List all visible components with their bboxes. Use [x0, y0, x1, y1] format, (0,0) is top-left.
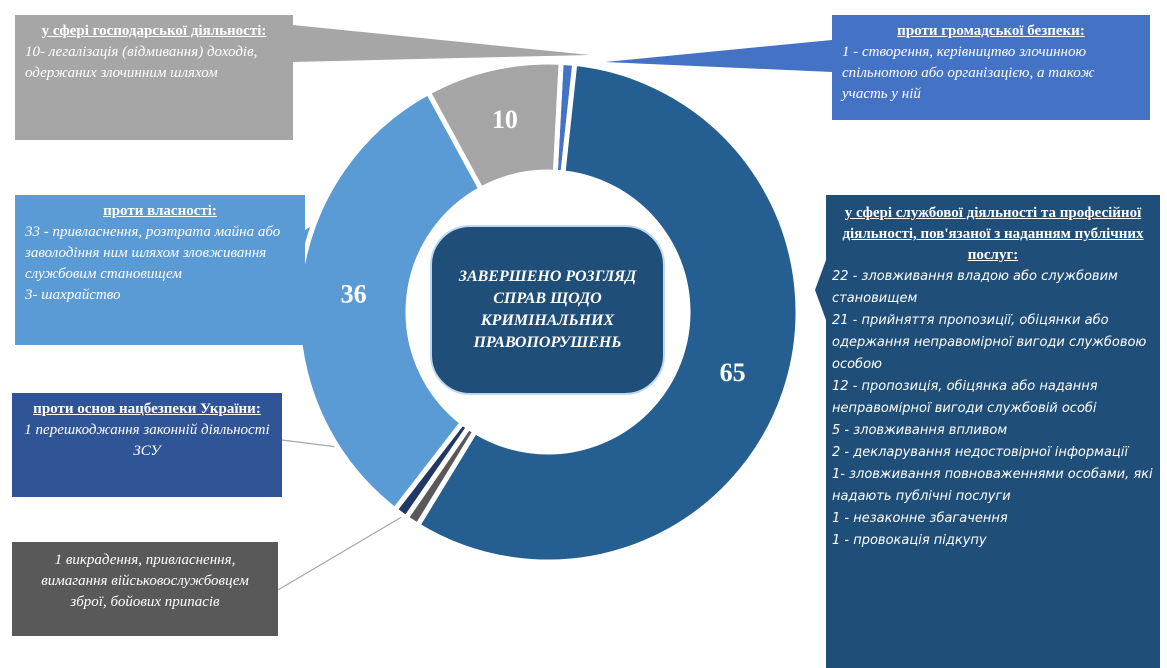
callout: проти основ нацбезпеки України: 1 перешко…: [12, 393, 282, 497]
center-label: ЗАВЕРШЕНО РОЗГЛЯД СПРАВ ЩОДО КРИМІНАЛЬНИ…: [430, 225, 665, 395]
callout: проти громадської безпеки: 1 - створення,…: [832, 15, 1150, 120]
callout-item: 1- зловживання повноваженнями особами, я…: [832, 467, 1153, 504]
callout-item: 2 - декларування недостовірної інформаці…: [832, 445, 1128, 460]
callout: у сфері службової діяльності та професій…: [826, 195, 1160, 668]
leader-line: [277, 511, 411, 591]
callout-item: 21 - прийняття пропозиції, обіцянки або …: [832, 313, 1147, 372]
callout: 1 викрадення, привласнення, вимагання ві…: [12, 542, 278, 636]
callout-item: 5 - зловживання впливом: [832, 423, 1008, 438]
callout-item: 3- шахрайство: [25, 287, 121, 303]
callout: проти власності: 33 - привласнення, розтр…: [15, 195, 305, 345]
pointer: [605, 40, 832, 72]
donut: 65 36 10: [295, 59, 801, 565]
callout-heading: у сфері службової діяльності та професій…: [842, 205, 1144, 263]
slice: [295, 89, 485, 514]
value-label: 36: [341, 279, 367, 308]
callout-item: 1 - створення, керівництво злочинною спі…: [842, 44, 1095, 102]
callout: у сфері господарської діяльності: 10- лег…: [15, 15, 293, 140]
callout-item: 10- легалізація (відмивання) доходів, од…: [25, 44, 258, 81]
callout-item: 22 - зловживання владою або службовим ст…: [832, 269, 1118, 306]
callout-item: 1 викрадення, привласнення, вимагання ві…: [41, 552, 249, 610]
callout-heading: проти громадської безпеки:: [897, 23, 1085, 39]
slice: [425, 59, 564, 193]
value-label: 65: [720, 358, 746, 387]
callout-heading: у сфері господарської діяльності:: [41, 23, 267, 39]
callout-heading: проти основ нацбезпеки України:: [33, 401, 261, 417]
callout-item: 1 - незаконне збагачення: [832, 511, 1008, 526]
pointer: [815, 260, 826, 320]
pointer: [293, 25, 590, 62]
callout-item: 12 - пропозиція, обіцянка або надання не…: [832, 379, 1098, 416]
callout-item: 33 - привласнення, розтрата майна або за…: [25, 224, 281, 282]
callout-item: 1 - провокація підкупу: [832, 533, 987, 548]
callout-item: 1 перешкоджання законній діяльності ЗСУ: [24, 422, 270, 459]
slice: [414, 60, 801, 565]
callout-heading: проти власності:: [103, 203, 217, 219]
value-label: 10: [492, 105, 518, 134]
